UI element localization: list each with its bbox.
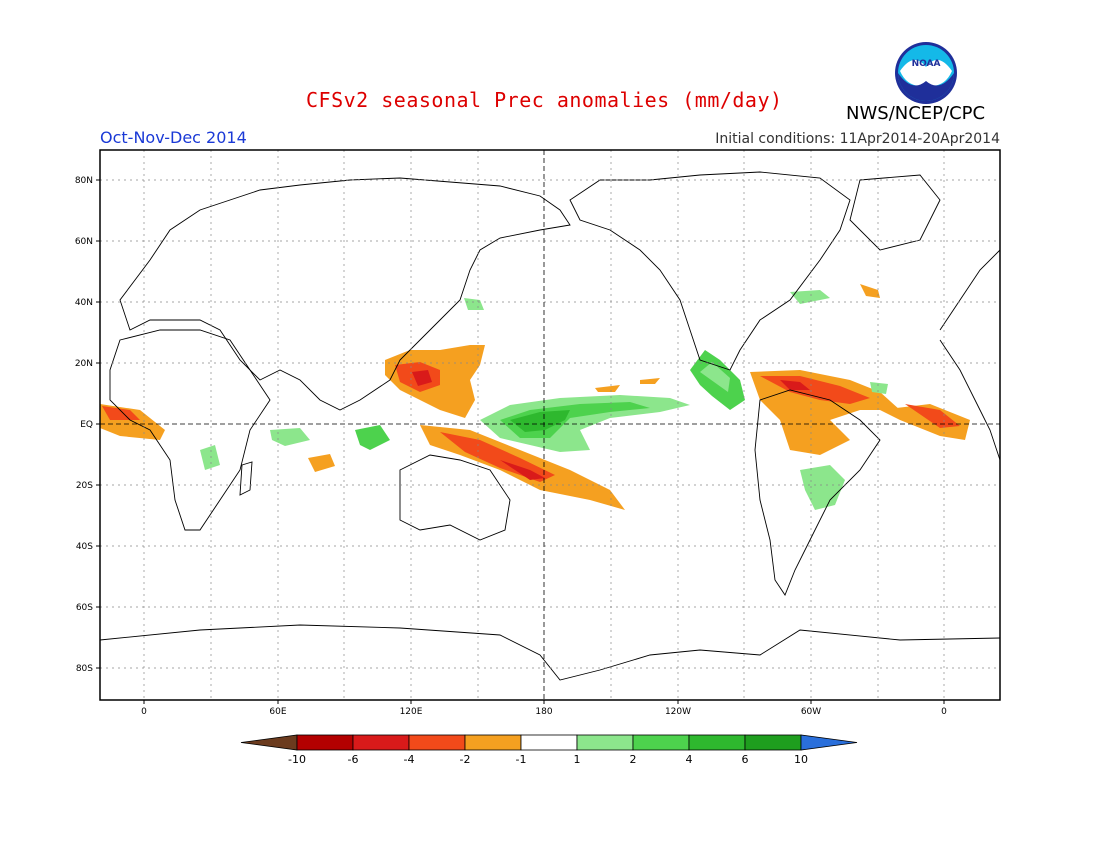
map-frame (99, 149, 1001, 701)
agency-label: NWS/NCEP/CPC (846, 103, 986, 124)
colorbar-box (744, 734, 802, 751)
axis-ticks (96, 179, 945, 704)
lat-label: 60N (75, 237, 93, 247)
map-grid (100, 150, 1000, 700)
colorbar-label: 10 (794, 753, 808, 766)
latitude-labels: 80N 60N 40N 20N EQ 20S 40S 60S 80S (75, 176, 93, 674)
noaa-logo-icon: NOAA (895, 42, 957, 104)
colorbar-label: 4 (686, 753, 693, 766)
colorbar-label: -10 (288, 753, 306, 766)
longitude-labels: 0 60E 120E 180 120W 60W 0 (141, 707, 947, 717)
lon-label: 0 (141, 707, 147, 717)
colorbar-label: -2 (460, 753, 471, 766)
lon-label: 60W (801, 707, 821, 717)
initial-conditions-label: Initial conditions: 11Apr2014-20Apr2014 (715, 131, 1000, 147)
noaa-logo-text: NOAA (912, 59, 941, 69)
lat-label: 20N (75, 359, 93, 369)
colorbar-arrow-right (800, 734, 858, 751)
colorbar-label: 6 (742, 753, 749, 766)
lat-label: 40S (76, 542, 93, 552)
coastlines (99, 171, 1001, 681)
colorbar-box (520, 734, 578, 751)
lat-label: 40N (75, 298, 93, 308)
colorbar-box (688, 734, 746, 751)
colorbar-box (296, 734, 354, 751)
lon-label: 180 (535, 707, 552, 717)
colorbar-label: -1 (516, 753, 527, 766)
colorbar-label: -4 (404, 753, 415, 766)
colorbar: -10 -6 -4 -2 -1 1 2 4 6 10 (240, 734, 858, 766)
lat-label: 60S (76, 603, 93, 613)
colorbar-label: 2 (630, 753, 637, 766)
colorbar-label: -6 (348, 753, 359, 766)
anomaly-shading (100, 284, 970, 510)
colorbar-box (352, 734, 410, 751)
colorbar-box (408, 734, 466, 751)
lat-label: 20S (76, 481, 93, 491)
season-label: Oct-Nov-Dec 2014 (100, 128, 247, 147)
map-title: CFSv2 seasonal Prec anomalies (mm/day) (306, 88, 783, 112)
colorbar-box (464, 734, 522, 751)
lon-label: 120E (400, 707, 423, 717)
colorbar-arrow-left (240, 734, 298, 751)
lat-label: 80N (75, 176, 93, 186)
lon-label: 120W (665, 707, 691, 717)
lat-label: EQ (80, 420, 93, 430)
colorbar-box (632, 734, 690, 751)
lon-label: 60E (269, 707, 286, 717)
colorbar-label: 1 (574, 753, 581, 766)
colorbar-box (576, 734, 634, 751)
lon-label: 0 (941, 707, 947, 717)
lat-label: 80S (76, 664, 93, 674)
